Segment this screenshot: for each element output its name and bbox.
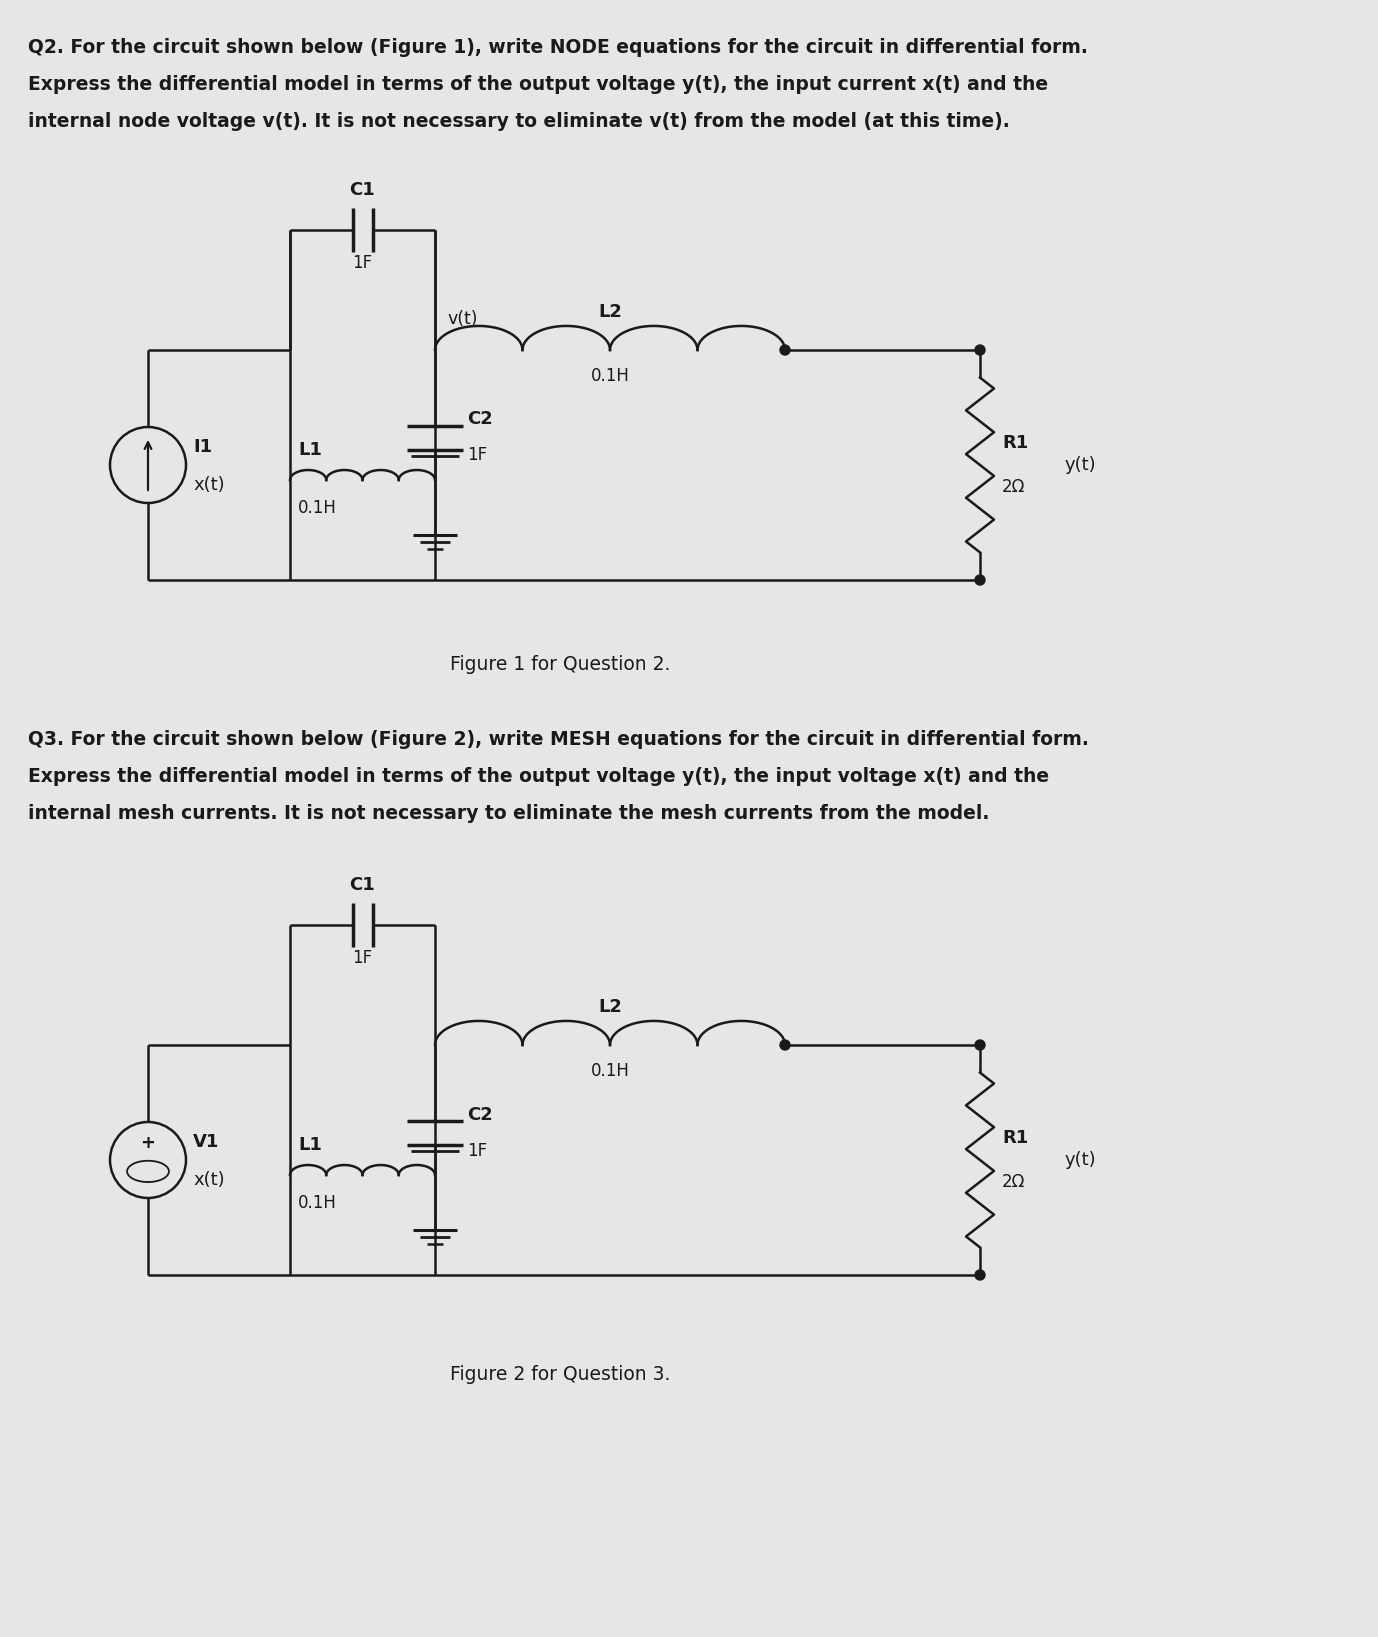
Text: Figure 1 for Question 2.: Figure 1 for Question 2. bbox=[451, 655, 670, 674]
Circle shape bbox=[780, 1039, 790, 1049]
Text: 0.1H: 0.1H bbox=[298, 499, 336, 517]
Text: L1: L1 bbox=[298, 1136, 322, 1154]
Circle shape bbox=[976, 575, 985, 584]
Text: v(t): v(t) bbox=[446, 309, 478, 327]
Text: C1: C1 bbox=[350, 182, 375, 200]
Text: Express the differential model in terms of the output voltage y(t), the input vo: Express the differential model in terms … bbox=[28, 768, 1049, 786]
Text: 1F: 1F bbox=[467, 1141, 488, 1159]
Circle shape bbox=[976, 1270, 985, 1280]
Text: x(t): x(t) bbox=[193, 476, 225, 494]
Text: 0.1H: 0.1H bbox=[298, 1193, 336, 1211]
Text: internal node voltage v(t). It is not necessary to eliminate v(t) from the model: internal node voltage v(t). It is not ne… bbox=[28, 111, 1010, 131]
Circle shape bbox=[780, 345, 790, 355]
Text: Express the differential model in terms of the output voltage y(t), the input cu: Express the differential model in terms … bbox=[28, 75, 1049, 93]
Text: Figure 2 for Question 3.: Figure 2 for Question 3. bbox=[451, 1365, 670, 1383]
Text: C2: C2 bbox=[467, 411, 493, 429]
Circle shape bbox=[976, 1039, 985, 1049]
Text: I1: I1 bbox=[193, 439, 212, 457]
Text: R1: R1 bbox=[1002, 434, 1028, 452]
Text: x(t): x(t) bbox=[193, 1170, 225, 1188]
Text: +: + bbox=[141, 1134, 156, 1152]
Text: C2: C2 bbox=[467, 1105, 493, 1123]
Text: Q2. For the circuit shown below (Figure 1), write NODE equations for the circuit: Q2. For the circuit shown below (Figure … bbox=[28, 38, 1087, 57]
Text: y(t): y(t) bbox=[1065, 457, 1097, 475]
Text: L2: L2 bbox=[598, 303, 621, 321]
Text: 0.1H: 0.1H bbox=[591, 1062, 630, 1080]
Text: Q3. For the circuit shown below (Figure 2), write MESH equations for the circuit: Q3. For the circuit shown below (Figure … bbox=[28, 730, 1089, 750]
Text: C1: C1 bbox=[350, 876, 375, 894]
Text: L2: L2 bbox=[598, 999, 621, 1017]
Text: V1: V1 bbox=[193, 1133, 219, 1151]
Text: 1F: 1F bbox=[353, 254, 372, 272]
Text: 0.1H: 0.1H bbox=[591, 367, 630, 385]
Text: y(t): y(t) bbox=[1065, 1151, 1097, 1169]
Text: internal mesh currents. It is not necessary to eliminate the mesh currents from : internal mesh currents. It is not necess… bbox=[28, 804, 989, 823]
Text: L1: L1 bbox=[298, 440, 322, 458]
Text: 2Ω: 2Ω bbox=[1002, 478, 1025, 496]
Text: R1: R1 bbox=[1002, 1130, 1028, 1148]
Text: 2Ω: 2Ω bbox=[1002, 1174, 1025, 1192]
Text: 1F: 1F bbox=[353, 949, 372, 967]
Circle shape bbox=[976, 345, 985, 355]
Text: 1F: 1F bbox=[467, 447, 488, 465]
